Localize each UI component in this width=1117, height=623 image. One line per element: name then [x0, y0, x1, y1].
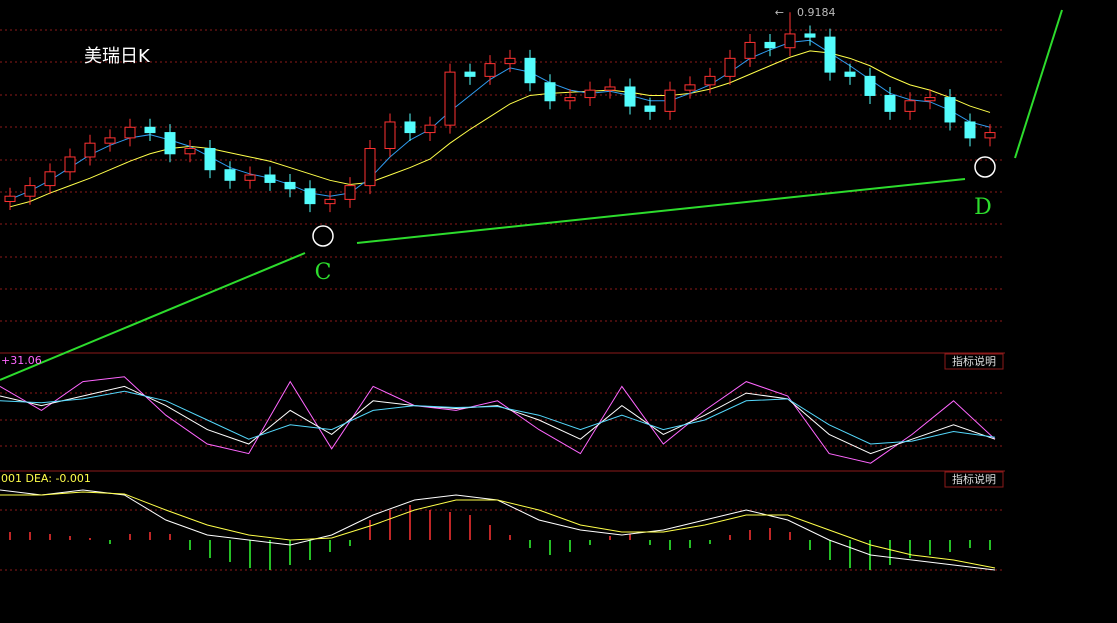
marks [0, 12, 996, 571]
candle-body [464, 71, 476, 77]
indicator-button[interactable]: 指标说明 [944, 353, 1004, 370]
candle-body [304, 188, 316, 205]
candle-body [544, 82, 556, 102]
candle-body [604, 86, 616, 91]
candle-body [384, 121, 396, 149]
candle-body [244, 174, 256, 181]
candle-body [344, 185, 356, 200]
arrow: ← [775, 6, 784, 19]
candle-body [24, 185, 36, 197]
candle-body [644, 105, 656, 112]
candle-body [984, 132, 996, 139]
candle-body [104, 137, 116, 144]
marker-circle [312, 225, 334, 247]
candle-body [124, 126, 136, 139]
indicator-line [9, 50, 991, 208]
candle-body [204, 147, 216, 171]
candle-body [484, 63, 496, 77]
candle-body [184, 147, 196, 155]
candle-body [904, 100, 916, 112]
candle-body [724, 57, 736, 77]
candle-body [684, 84, 696, 91]
candle-body [444, 71, 456, 126]
candle-body [844, 71, 856, 77]
chart-title: 美瑞日K [84, 46, 151, 67]
candle-body [864, 75, 876, 96]
indicator-line [9, 39, 991, 200]
indicator-label: +31.06 [1, 354, 42, 367]
candle-body [784, 33, 796, 49]
indicator-line [0, 489, 996, 571]
candle-body [224, 169, 236, 181]
indicator-line [0, 376, 996, 464]
candle-body [944, 97, 956, 123]
point-label: D [974, 195, 992, 220]
button-frame [944, 353, 1004, 370]
trend-line [356, 178, 966, 244]
indicator-line [0, 385, 996, 455]
drawings: C D [0, 9, 1063, 381]
candle-body [884, 94, 896, 112]
candle-body [144, 126, 156, 134]
button-text[interactable]: 指标说明 [952, 354, 996, 368]
candle-body [664, 89, 676, 112]
candle-body [424, 124, 436, 134]
candle-body [404, 121, 416, 134]
candle-body [744, 41, 756, 59]
candle-body [804, 33, 816, 38]
candle-body [84, 142, 96, 158]
indicator-line [0, 491, 996, 569]
candle-body [64, 156, 76, 173]
candle-body [524, 57, 536, 84]
candle-body [964, 121, 976, 139]
button-text[interactable]: 指标说明 [952, 472, 996, 486]
indicator-button[interactable]: 指标说明 [944, 471, 1004, 488]
indicator-line [0, 390, 996, 445]
candle-body [44, 171, 56, 187]
candle-body [284, 181, 296, 190]
point-label: C [315, 260, 332, 285]
trend-line [1014, 9, 1063, 159]
candle-body [564, 97, 576, 102]
candle-body [264, 174, 276, 183]
candle-body [624, 86, 636, 107]
candle-body [4, 195, 16, 203]
marker-circle [974, 156, 996, 178]
candle-body [504, 57, 516, 65]
indicator-label: 001 DEA: -0.001 [1, 472, 91, 485]
candle-body [584, 89, 596, 99]
candle-body [324, 198, 336, 205]
high-label: 0.9184 [797, 6, 836, 19]
candle-body [824, 36, 836, 73]
button-frame [944, 471, 1004, 488]
candle-body [764, 41, 776, 49]
candle-body [164, 132, 176, 155]
grid [0, 29, 1005, 571]
candle-body [364, 147, 376, 187]
candle-body [704, 75, 716, 86]
trend-line [0, 252, 306, 381]
candle-body [924, 97, 936, 102]
